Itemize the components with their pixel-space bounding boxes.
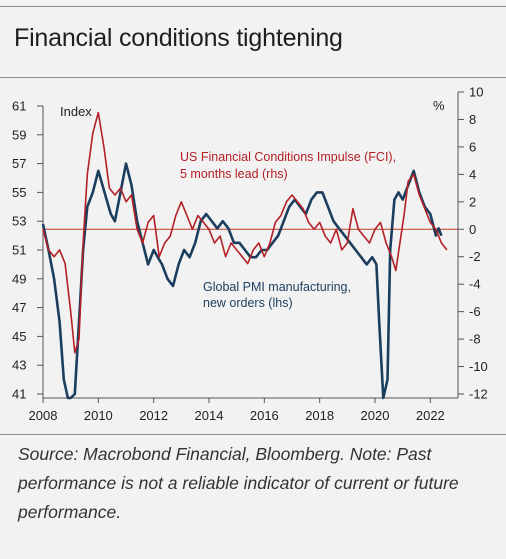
left-tick-label: 61 [12,99,26,114]
right-tick-label: -6 [469,304,481,319]
x-tick-label: 2014 [195,408,224,423]
fci-annotation-line2: 5 months lead (rhs) [180,167,288,181]
title-divider [0,77,506,78]
right-tick-label: -10 [469,359,488,374]
right-tick-label: -2 [469,249,481,264]
x-tick-label: 2012 [139,408,168,423]
right-tick-label: 8 [469,112,476,127]
left-tick-label: 57 [12,156,26,171]
x-tick-label: 2008 [29,408,58,423]
top-divider [0,6,506,7]
right-tick-label: 4 [469,167,476,182]
left-tick-label: 45 [12,329,26,344]
x-axis-ticks: 2008 2010 2012 2014 2016 2018 2020 2022 [29,398,445,423]
axes [42,92,459,399]
left-tick-label: 53 [12,214,26,229]
chart-title: Financial conditions tightening [14,24,343,52]
left-tick-label: 49 [12,271,26,286]
x-tick-label: 2020 [361,408,390,423]
right-tick-label: 2 [469,194,476,209]
left-tick-label: 47 [12,300,26,315]
right-axis-unit: % [433,98,445,113]
pmi-annotation-line2: new orders (lhs) [203,296,293,310]
series-lines [41,111,448,400]
right-tick-label: -8 [469,332,481,347]
left-axis-ticks: 61 59 57 55 53 51 49 47 45 43 41 [12,99,43,402]
right-axis-ticks: 10 8 6 4 2 0 -2 -4 -6 -8 -10 -12 [458,85,488,402]
pmi-series-line [41,162,443,400]
left-tick-label: 59 [12,127,26,142]
right-tick-label: 0 [469,222,476,237]
right-tick-label: 10 [469,85,483,100]
x-tick-label: 2018 [305,408,334,423]
left-tick-label: 51 [12,243,26,258]
source-note: Source: Macrobond Financial, Bloomberg. … [18,444,459,522]
x-tick-label: 2010 [84,408,113,423]
left-tick-label: 43 [12,358,26,373]
pmi-annotation-line1: Global PMI manufacturing, [203,280,351,294]
left-axis-unit: Index [60,104,92,119]
x-tick-label: 2016 [250,408,279,423]
source-divider [0,434,506,435]
right-tick-label: -4 [469,277,481,292]
right-tick-label: 6 [469,139,476,154]
left-tick-label: 41 [12,387,26,402]
right-tick-label: -12 [469,387,488,402]
x-tick-label: 2022 [416,408,445,423]
left-tick-label: 55 [12,185,26,200]
fci-annotation-line1: US Financial Conditions Impulse (FCI), [180,150,396,164]
fci-series-line [42,111,448,354]
chart-plot: 61 59 57 55 53 51 49 47 45 43 41 10 8 6 4 2 0 -2 -4 -6 -8 -1… [12,85,488,424]
